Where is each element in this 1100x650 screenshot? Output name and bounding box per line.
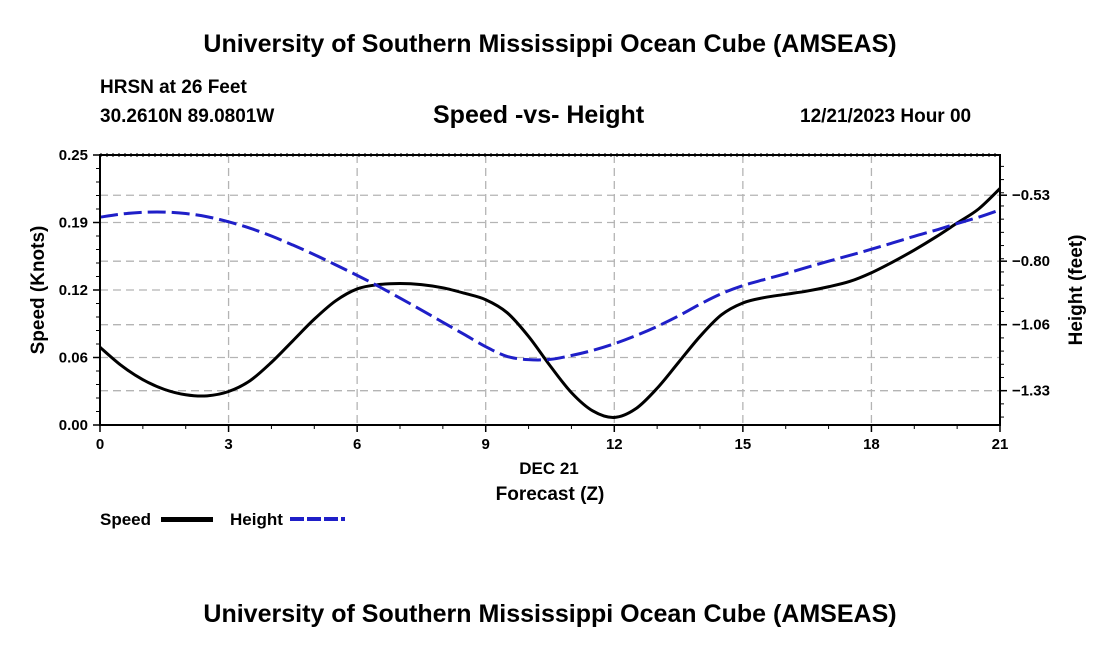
- axes: 0 3 6 9 12 15 18 21 0.00 0.06 0.12 0.19 0.25 −1.33 −1.…: [59, 147, 1050, 453]
- x-tick-label: 0: [96, 436, 104, 453]
- main-title: University of Southern Mississippi Ocean…: [203, 30, 897, 58]
- speed-height-chart: 0 3 6 9 12 15 18 21 0.00 0.06 0.12 0.19 0.25 −1.33 −1.…: [28, 147, 1087, 505]
- y-tick-label: 0.06: [59, 350, 88, 367]
- series-lines: [99, 187, 1002, 419]
- y-axis-title: Speed (Knots): [28, 226, 49, 355]
- x-tick-label: 15: [735, 436, 752, 453]
- x-tick-label: 3: [224, 436, 232, 453]
- y-tick-label: 0.19: [59, 215, 88, 232]
- y2-tick-label: −0.53: [1012, 187, 1050, 204]
- y2-axis-title: Height (feet): [1066, 235, 1087, 346]
- grid-lines: [100, 155, 1000, 425]
- legend-height-label: Height: [230, 510, 283, 529]
- x-tick-label: 9: [482, 436, 490, 453]
- x-tick-label: 12: [606, 436, 623, 453]
- footer-title: University of Southern Mississippi Ocean…: [203, 600, 897, 628]
- y-tick-label: 0.25: [59, 147, 88, 164]
- y2-tick-label: −1.06: [1012, 317, 1050, 334]
- x-axis-title: Forecast (Z): [496, 484, 605, 505]
- legend-speed-label: Speed: [100, 510, 152, 529]
- y2-tick-label: −0.80: [1012, 253, 1050, 270]
- legend-height-swatch: [290, 517, 345, 521]
- series-height-line: [99, 208, 1001, 362]
- x-tick-label: 18: [863, 436, 880, 453]
- x-tick-label: 21: [992, 436, 1009, 453]
- chart-subtitle: Speed -vs- Height: [433, 101, 645, 129]
- legend-speed-swatch: [161, 517, 213, 522]
- x-tick-label: 6: [353, 436, 361, 453]
- station-coords: 30.2610N 89.0801W: [100, 106, 275, 127]
- y-tick-label: 0.00: [59, 417, 88, 434]
- series-speed-line: [99, 187, 1002, 419]
- y-tick-label: 0.12: [59, 282, 88, 299]
- station-label: HRSN at 26 Feet: [100, 77, 247, 98]
- x-date-label: DEC 21: [519, 459, 579, 478]
- forecast-datetime: 12/21/2023 Hour 00: [800, 106, 972, 127]
- y2-tick-label: −1.33: [1012, 383, 1050, 400]
